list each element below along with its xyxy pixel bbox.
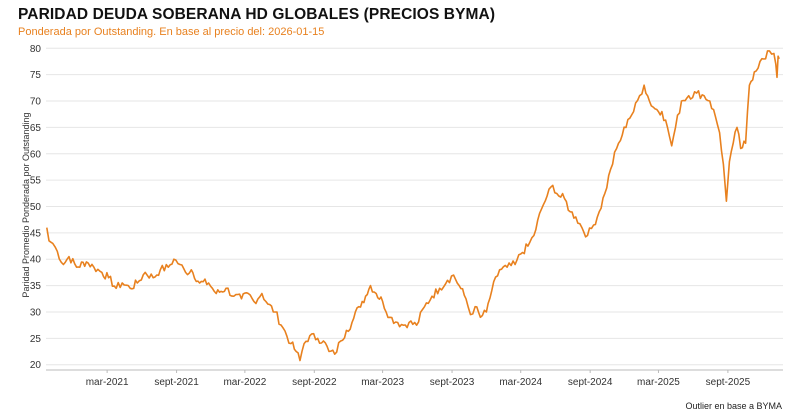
y-tick-label: 55 xyxy=(30,176,42,187)
y-tick-label: 25 xyxy=(30,334,42,345)
chart-subtitle: Ponderada por Outstanding. En base al pr… xyxy=(18,26,325,38)
y-axis: 20 25 30 35 40 45 50 55 60 65 70 75 80 xyxy=(30,44,42,371)
y-tick-label: 75 xyxy=(30,70,42,81)
y-tick-label: 80 xyxy=(30,44,42,55)
y-tick-label: 35 xyxy=(30,281,42,292)
y-tick-label: 45 xyxy=(30,228,42,239)
y-tick-label: 50 xyxy=(30,202,42,213)
x-tick-label: mar-2023 xyxy=(361,377,404,388)
y-tick-label: 60 xyxy=(30,149,42,160)
x-axis: mar-2021 sept-2021 mar-2022 sept-2022 mar-20… xyxy=(86,370,751,388)
x-tick-label: mar-2025 xyxy=(637,377,680,388)
y-tick-label: 65 xyxy=(30,123,42,134)
x-tick-label: sept-2024 xyxy=(568,377,613,388)
grid-lines xyxy=(46,47,783,371)
x-tick-label: sept-2025 xyxy=(706,377,751,388)
x-tick-label: mar-2022 xyxy=(223,377,266,388)
x-tick-label: sept-2023 xyxy=(430,377,475,388)
series-group xyxy=(46,50,780,362)
y-tick-label: 70 xyxy=(30,97,42,108)
x-tick-label: sept-2021 xyxy=(154,377,199,388)
x-tick-label: sept-2022 xyxy=(292,377,337,388)
x-tick-label: mar-2024 xyxy=(499,377,542,388)
source-note: Outlier en base a BYMA xyxy=(685,401,782,411)
y-tick-label: 20 xyxy=(30,360,42,371)
series-line xyxy=(46,50,780,362)
x-tick-label: mar-2021 xyxy=(86,377,129,388)
chart-title: PARIDAD DEUDA SOBERANA HD GLOBALES (PREC… xyxy=(18,6,496,23)
y-tick-label: 30 xyxy=(30,307,42,318)
y-tick-label: 40 xyxy=(30,255,42,266)
